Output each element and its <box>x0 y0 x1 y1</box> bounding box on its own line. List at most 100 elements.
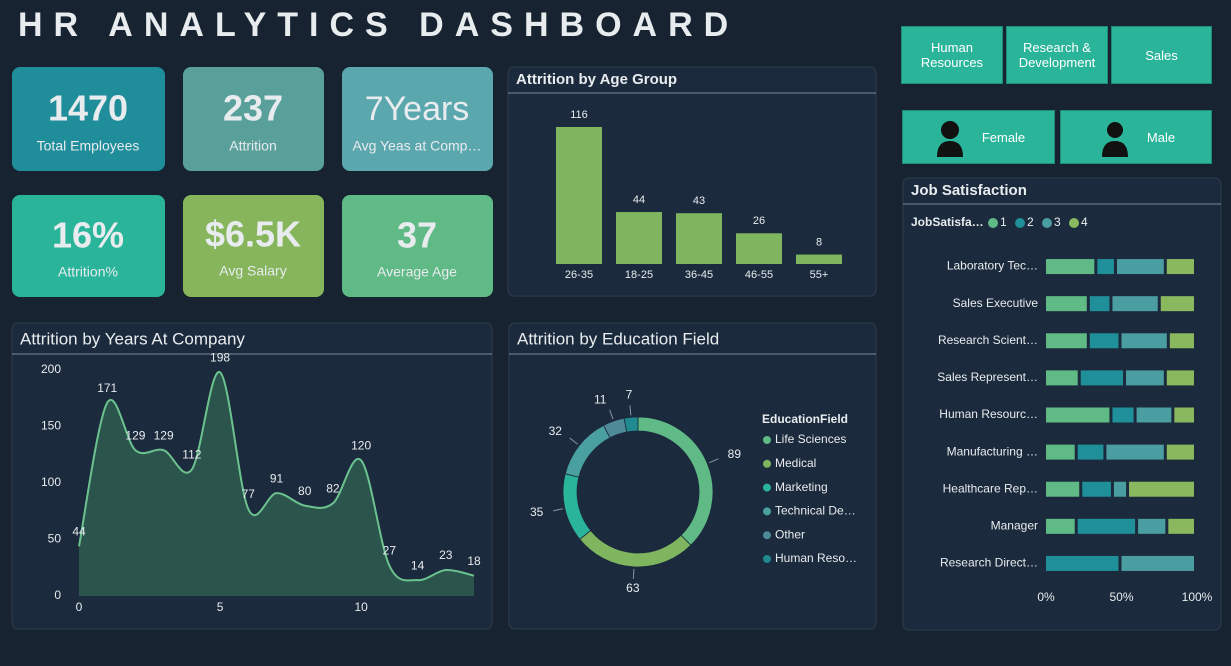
data-label: 63 <box>626 581 640 595</box>
line <box>78 371 475 582</box>
kpi-label: Total Employees <box>37 138 140 154</box>
chart-panel <box>902 177 1222 631</box>
data-label: 171 <box>97 381 117 395</box>
bar-segment <box>1046 518 1075 534</box>
leader-line <box>632 568 635 579</box>
legend-swatch <box>763 483 771 492</box>
bar-segment <box>1046 407 1110 423</box>
bar-segment <box>1112 407 1134 423</box>
kpi-value: 1470 <box>48 88 128 129</box>
data-label: 120 <box>351 439 371 453</box>
x-tick-label: 55+ <box>810 269 829 281</box>
kpi-card <box>183 195 324 297</box>
bar-segment <box>1046 444 1075 460</box>
chart-title: Attrition by Age Group <box>516 71 677 88</box>
y-tick-label: Research Scient… <box>938 333 1038 347</box>
chart-panel <box>508 322 877 630</box>
y-tick-label: 150 <box>41 419 61 433</box>
data-label: 89 <box>728 447 742 461</box>
data-label: 44 <box>633 194 645 206</box>
data-label: 26 <box>753 215 765 227</box>
legend-swatch <box>763 436 771 444</box>
legend-swatch <box>1015 218 1025 228</box>
y-tick-label: Sales Executive <box>953 296 1039 310</box>
male-icon <box>1101 122 1128 157</box>
bar <box>736 233 782 264</box>
bar-segment <box>1046 296 1087 312</box>
y-tick-label: Healthcare Rep… <box>943 481 1038 495</box>
bar-segment <box>1166 444 1194 460</box>
legend-title: EducationField <box>762 412 848 426</box>
x-tick-label: 5 <box>217 600 224 614</box>
data-label: 116 <box>570 109 588 121</box>
y-tick-label: 0 <box>54 588 61 602</box>
bar-segment <box>1116 259 1164 275</box>
x-tick-label: 0 <box>76 600 83 614</box>
kpi-label: Attrition% <box>58 264 118 280</box>
x-tick-label: 36-45 <box>685 269 713 281</box>
data-label: 11 <box>594 392 607 406</box>
kpi-card <box>342 67 493 171</box>
x-tick-label: 10 <box>354 600 368 614</box>
data-label: 32 <box>549 424 563 438</box>
filter-button[interactable]: Female <box>902 110 1055 164</box>
bar <box>796 254 842 264</box>
bar-segment <box>1136 407 1172 423</box>
bar-segment <box>1168 518 1194 534</box>
filter-button[interactable]: Human Resources <box>901 26 1003 84</box>
bar-segment <box>1166 370 1194 386</box>
bar-segment <box>1097 259 1114 275</box>
legend-label: Marketing <box>775 480 828 494</box>
bar-segment <box>1113 481 1127 497</box>
data-label: 43 <box>693 195 705 207</box>
chart-title: Attrition by Education Field <box>517 329 719 348</box>
chart-title: Attrition by Years At Company <box>20 329 245 348</box>
x-tick-label: 26-35 <box>565 269 593 281</box>
data-label: 112 <box>182 448 201 462</box>
bar-segment <box>1169 333 1194 349</box>
bar-segment <box>1077 444 1104 460</box>
data-label: 82 <box>326 482 340 496</box>
bar-segment <box>1046 259 1095 275</box>
filter-button[interactable]: Research & Development <box>1006 26 1108 84</box>
y-tick-label: Laboratory Tec… <box>947 259 1038 273</box>
kpi-label: Attrition <box>229 138 276 154</box>
data-label: 23 <box>439 548 453 562</box>
bar-segment <box>1166 259 1194 275</box>
filter-label: Male <box>1146 129 1176 145</box>
legend-swatch <box>763 507 771 516</box>
filter-button[interactable]: Male <box>1060 110 1212 164</box>
filter-button[interactable]: Sales <box>1111 26 1212 84</box>
legend-label: Human Reso… <box>775 551 857 565</box>
legend-label: Life Sciences <box>775 432 846 446</box>
bar-segment <box>1126 370 1164 386</box>
y-tick-label: Research Direct… <box>940 556 1038 570</box>
female-icon <box>936 121 963 157</box>
x-tick-label: 0% <box>1037 590 1055 604</box>
y-tick-label: Manager <box>991 519 1038 533</box>
x-tick-label: 100% <box>1182 590 1213 604</box>
kpi-card <box>342 195 493 297</box>
bar <box>556 127 602 264</box>
data-label: 35 <box>530 505 544 519</box>
bar-segment <box>1106 444 1164 460</box>
y-tick-label: 200 <box>41 362 61 376</box>
bar-segment <box>1046 370 1078 386</box>
data-label: 44 <box>72 524 86 538</box>
data-label: 129 <box>154 428 174 442</box>
kpi-label: Average Age <box>377 264 457 280</box>
filter-label: Female <box>981 129 1026 145</box>
legend-swatch <box>763 555 771 563</box>
donut-slice <box>623 416 639 433</box>
legend-swatch <box>763 459 771 468</box>
bar-segment <box>1077 518 1136 534</box>
leader-line <box>629 405 632 416</box>
leader-line <box>552 508 563 512</box>
kpi-value: 7Years <box>365 90 470 128</box>
chart-title: Job Satisfaction <box>911 182 1027 199</box>
kpi-value: 237 <box>223 88 283 129</box>
kpi-label: Avg Salary <box>219 263 286 279</box>
bar-segment <box>1160 296 1194 312</box>
